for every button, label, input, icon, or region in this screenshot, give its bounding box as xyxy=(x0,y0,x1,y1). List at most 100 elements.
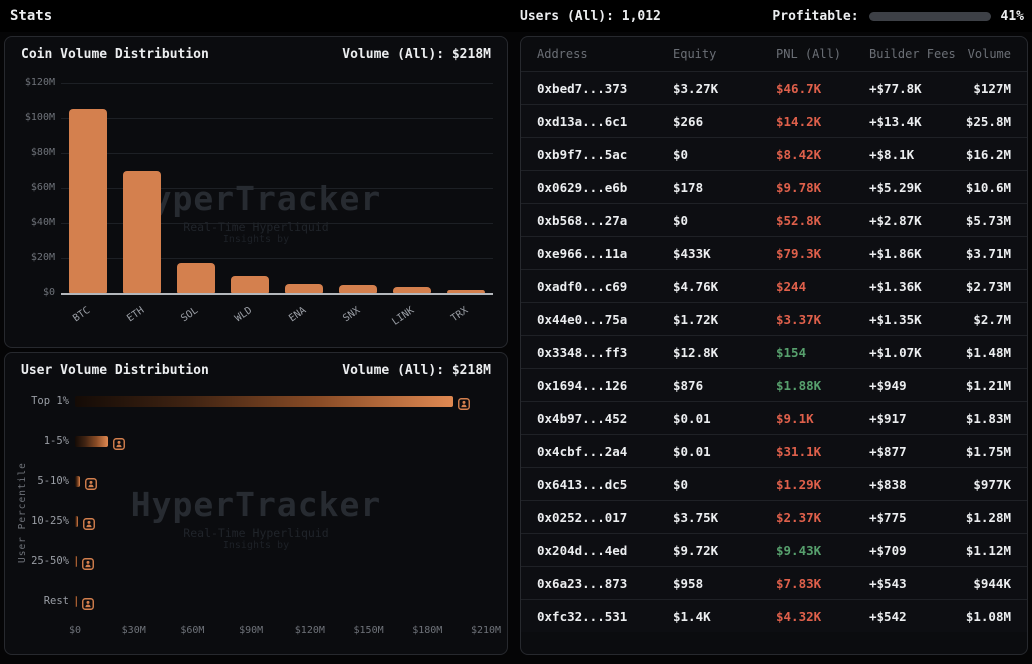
percentile-bar-rest xyxy=(75,596,77,607)
table-row[interactable]: 0x6413...dc5 $0 $1.29K +$838 $977K xyxy=(521,467,1027,500)
table-row[interactable]: 0xadf0...c69 $4.76K $244 +$1.36K $2.73M xyxy=(521,269,1027,302)
table-row[interactable]: 0xe966...11a $433K $79.3K +$1.86K $3.71M xyxy=(521,236,1027,269)
table-row[interactable]: 0xbed7...373 $3.27K $46.7K +$77.8K $127M xyxy=(521,71,1027,104)
users-icon[interactable] xyxy=(113,435,126,450)
table-row[interactable]: 0xb568...27a $0 $52.8K +$2.87K $5.73M xyxy=(521,203,1027,236)
user-volume-chart: Top 1% 1-5% 5-10% 10-25% 25-50% Rest $0 $30M $60… xyxy=(5,353,507,654)
table-row[interactable]: 0x44e0...75a $1.72K $3.37K +$1.35K $2.7M xyxy=(521,302,1027,335)
percentile-bar-10-25- xyxy=(75,516,78,527)
address-cell[interactable]: 0x4b97...452 xyxy=(537,410,628,426)
percentile-label: 10-25% xyxy=(31,515,69,527)
users-count-stat: Users (All): 1,012 xyxy=(520,9,661,24)
address-cell[interactable]: 0xbed7...373 xyxy=(537,80,628,96)
percentile-label: Top 1% xyxy=(31,395,69,407)
volume-cell: $1.21M xyxy=(965,377,1011,393)
volume-cell: $944K xyxy=(973,575,1011,591)
y-tick-label: $100M xyxy=(24,112,55,123)
builder-fees-cell: +$877 xyxy=(869,443,907,459)
address-cell[interactable]: 0x44e0...75a xyxy=(537,311,628,327)
coin-bar-snx xyxy=(339,284,377,293)
table-row[interactable]: 0xfc32...531 $1.4K $4.32K +$542 $1.08M xyxy=(521,599,1027,632)
equity-cell: $3.75K xyxy=(673,509,719,525)
pnl-cell: $4.32K xyxy=(776,608,822,624)
pnl-cell: $1.29K xyxy=(776,476,822,492)
x-tick-label: SOL xyxy=(179,305,201,325)
address-cell[interactable]: 0xe966...11a xyxy=(537,245,628,261)
pnl-cell: $7.83K xyxy=(776,575,822,591)
volume-cell: $25.8M xyxy=(965,113,1011,129)
coin-bar-eth xyxy=(123,170,161,293)
users-icon[interactable] xyxy=(84,475,97,490)
equity-cell: $9.72K xyxy=(673,542,719,558)
top-bar: Stats Users (All): 1,012 Profitable: 41% xyxy=(0,0,1032,32)
pnl-cell: $2.37K xyxy=(776,509,822,525)
address-cell[interactable]: 0xfc32...531 xyxy=(537,608,628,624)
volume-cell: $1.08M xyxy=(965,608,1011,624)
y-tick-label: $0 xyxy=(42,287,55,298)
percentile-bar-25-50- xyxy=(75,556,77,567)
volume-cell: $1.83M xyxy=(965,410,1011,426)
equity-cell: $3.27K xyxy=(673,80,719,96)
table-row[interactable]: 0x0252...017 $3.75K $2.37K +$775 $1.28M xyxy=(521,500,1027,533)
users-icon[interactable] xyxy=(82,595,94,610)
builder-fees-cell: +$949 xyxy=(869,377,907,393)
address-cell[interactable]: 0xb9f7...5ac xyxy=(537,146,628,162)
table-row[interactable]: 0x3348...ff3 $12.8K $154 +$1.07K $1.48M xyxy=(521,335,1027,368)
address-cell[interactable]: 0x6413...dc5 xyxy=(537,476,628,492)
coin-volume-title: Coin Volume Distribution xyxy=(21,47,209,62)
table-header-row: Address Equity PNL (All) Builder Fees Vo… xyxy=(521,37,1027,71)
table-body: 0xbed7...373 $3.27K $46.7K +$77.8K $127M 0xd1… xyxy=(521,71,1027,653)
address-cell[interactable]: 0xd13a...6c1 xyxy=(537,113,628,129)
column-header-address: Address xyxy=(537,47,588,61)
grid-line xyxy=(61,83,493,84)
address-cell[interactable]: 0xadf0...c69 xyxy=(537,278,628,294)
equity-cell: $1.72K xyxy=(673,311,719,327)
table-row[interactable]: 0x204d...4ed $9.72K $9.43K +$709 $1.12M xyxy=(521,533,1027,566)
address-cell[interactable]: 0x1694...126 xyxy=(537,377,628,393)
x-tick-label: $120M xyxy=(294,625,325,636)
table-row[interactable]: 0x4b97...452 $0.01 $9.1K +$917 $1.83M xyxy=(521,401,1027,434)
volume-cell: $1.28M xyxy=(965,509,1011,525)
table-row[interactable]: 0x1694...126 $876 $1.88K +$949 $1.21M xyxy=(521,368,1027,401)
builder-fees-cell: +$77.8K xyxy=(869,80,922,96)
pnl-cell: $31.1K xyxy=(776,443,822,459)
equity-cell: $178 xyxy=(673,179,704,195)
address-cell[interactable]: 0x204d...4ed xyxy=(537,542,628,558)
users-icon[interactable] xyxy=(82,555,94,570)
coin-bar-link xyxy=(393,287,431,293)
table-row[interactable]: 0x4cbf...2a4 $0.01 $31.1K +$877 $1.75M xyxy=(521,434,1027,467)
column-header-volume: Volume xyxy=(967,47,1011,61)
builder-fees-cell: +$709 xyxy=(869,542,907,558)
builder-fees-cell: +$1.07K xyxy=(869,344,922,360)
address-cell[interactable]: 0x3348...ff3 xyxy=(537,344,628,360)
coin-bar-trx xyxy=(447,289,485,293)
equity-cell: $0 xyxy=(673,212,689,228)
users-icon[interactable] xyxy=(82,515,95,530)
table-row[interactable]: 0xd13a...6c1 $266 $14.2K +$13.4K $25.8M xyxy=(521,104,1027,137)
y-tick-label: $120M xyxy=(24,77,55,88)
profitable-stat: Profitable: 41% xyxy=(772,0,1024,32)
table-row[interactable]: 0x0629...e6b $178 $9.78K +$5.29K $10.6M xyxy=(521,170,1027,203)
address-cell[interactable]: 0x4cbf...2a4 xyxy=(537,443,628,459)
profitable-label: Profitable: xyxy=(772,8,859,24)
equity-cell: $958 xyxy=(673,575,704,591)
percentile-label: 1-5% xyxy=(43,435,69,447)
grid-line xyxy=(61,118,493,119)
address-cell[interactable]: 0x0629...e6b xyxy=(537,179,628,195)
x-tick-label: TRX xyxy=(449,305,471,325)
column-header-builder-fees: Builder Fees xyxy=(869,47,956,61)
equity-cell: $0.01 xyxy=(673,443,711,459)
address-cell[interactable]: 0x0252...017 xyxy=(537,509,628,525)
percentile-label: 25-50% xyxy=(31,555,69,567)
user-volume-title: User Volume Distribution xyxy=(21,363,209,378)
grid-line xyxy=(61,188,493,189)
users-icon[interactable] xyxy=(457,395,470,410)
table-row[interactable]: 0x6a23...873 $958 $7.83K +$543 $944K xyxy=(521,566,1027,599)
builder-fees-cell: +$2.87K xyxy=(869,212,922,228)
address-cell[interactable]: 0xb568...27a xyxy=(537,212,628,228)
address-cell[interactable]: 0x6a23...873 xyxy=(537,575,628,591)
y-tick-label: $40M xyxy=(30,217,55,228)
table-row[interactable]: 0xb9f7...5ac $0 $8.42K +$8.1K $16.2M xyxy=(521,137,1027,170)
volume-cell: $10.6M xyxy=(965,179,1011,195)
